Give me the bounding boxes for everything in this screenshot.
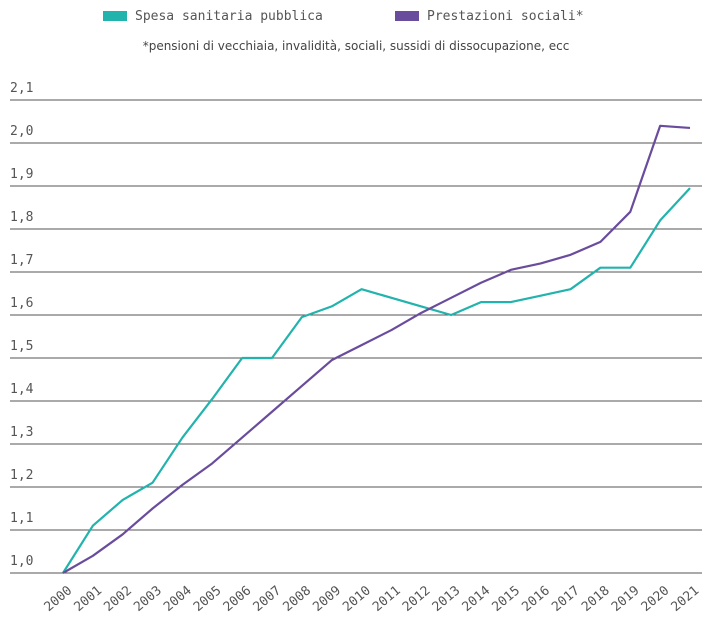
legend-swatch [103,11,127,21]
footnote: *pensioni di vecchiaia, invalidità, soci… [143,39,570,53]
x-tick-label: 2011 [370,583,404,615]
y-tick-label: 1,0 [10,554,33,569]
y-tick-label: 1,4 [10,382,34,397]
legend-label: Prestazioni sociali* [427,9,584,24]
x-tick-label: 2012 [400,583,434,615]
y-tick-label: 1,3 [10,425,33,440]
x-tick-label: 2010 [340,583,374,615]
x-tick-label: 2019 [609,583,643,615]
x-tick-label: 2007 [251,583,285,615]
x-tick-label: 2005 [191,583,225,615]
y-tick-label: 1,1 [10,511,33,526]
x-tick-label: 2002 [101,583,135,615]
x-tick-label: 2001 [71,583,105,615]
y-tick-label: 1,2 [10,468,33,483]
x-tick-label: 2017 [549,583,583,615]
series-line [62,187,691,574]
x-tick-label: 2016 [519,583,553,615]
x-tick-label: 2006 [221,583,255,615]
series-line [62,124,691,574]
y-tick-label: 1,8 [10,210,33,225]
x-tick-label: 2004 [161,583,195,615]
y-tick-label: 1,5 [10,339,33,354]
x-tick-label: 2000 [42,583,76,615]
x-tick-label: 2003 [131,583,165,615]
x-tick-label: 2021 [669,583,703,615]
y-tick-label: 1,9 [10,167,33,182]
legend-swatch [395,11,419,21]
x-tick-label: 2013 [430,583,464,615]
x-tick-label: 2015 [489,583,523,615]
x-tick-label: 2014 [460,583,494,615]
legend-label: Spesa sanitaria pubblica [135,9,323,24]
y-tick-label: 2,1 [10,81,33,96]
y-tick-label: 2,0 [10,124,33,139]
x-tick-label: 2008 [280,583,314,615]
y-tick-label: 1,7 [10,253,33,268]
x-tick-label: 2018 [579,583,613,615]
y-tick-label: 1,6 [10,296,33,311]
x-tick-label: 2020 [639,583,673,615]
x-tick-label: 2009 [310,583,344,615]
